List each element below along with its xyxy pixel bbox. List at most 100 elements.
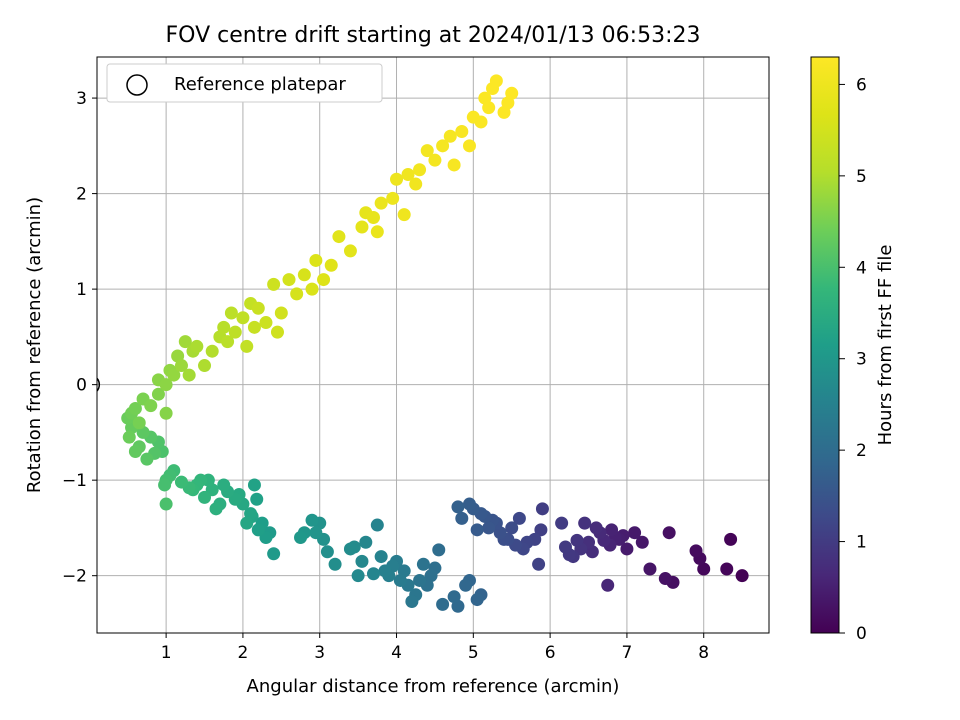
data-point [297,268,311,282]
data-point [601,578,615,592]
data-point [558,540,572,554]
data-point [401,167,415,181]
y-axis-label: Rotation from reference (arcmin) [24,197,45,493]
data-point [462,497,476,511]
chart-title: FOV centre drift starting at 2024/01/13 … [166,23,701,48]
data-point [555,516,569,530]
data-point [359,535,373,549]
data-point [332,230,346,244]
data-point [643,562,657,576]
data-point [159,406,173,420]
data-point [436,597,450,611]
data-point [658,572,672,586]
data-point [259,316,273,330]
x-axis-label: Angular distance from reference (arcmin) [247,676,620,697]
data-point [570,533,584,547]
data-point [174,359,188,373]
data-point [532,557,546,571]
data-point [274,306,288,320]
data-point [270,325,284,339]
colorbar-tick-label: 4 [856,258,867,278]
data-point [374,550,388,564]
colorbar-tick-label: 5 [856,167,867,187]
data-point [370,225,384,239]
data-point [294,530,308,544]
data-point [447,158,461,172]
data-point [512,511,526,525]
data-point [535,502,549,516]
data-point [140,452,154,466]
legend-label: Reference platepar [174,74,346,95]
colorbar-tick-label: 3 [856,350,867,370]
data-point [198,359,212,373]
data-point [251,301,265,315]
data-point [305,282,319,296]
data-point [305,513,319,527]
data-points [97,74,749,613]
reference-platepar-marker [97,377,101,393]
data-point [343,542,357,556]
data-point [355,554,369,568]
x-tick-label: 6 [545,643,556,663]
data-point [443,129,457,143]
data-point [455,125,469,139]
data-point [159,497,173,511]
colorbar-ticks: 0 1 2 3 4 5 6 [839,75,867,644]
data-point [428,153,442,167]
data-point [320,545,334,559]
data-point [720,562,734,576]
data-point [159,378,173,392]
data-point [628,526,642,540]
data-point [144,399,158,413]
data-point [620,542,634,556]
data-point [724,532,738,546]
data-point [436,139,450,153]
data-point [355,220,369,234]
colorbar-tick-label: 0 [856,624,867,644]
data-point [351,569,365,583]
data-point [128,402,142,416]
data-point [386,191,400,205]
data-point [217,320,231,334]
data-point [282,273,296,287]
data-point [366,567,380,581]
data-point [413,573,427,587]
data-point [309,253,323,267]
plot-frame [96,56,770,634]
data-point [534,523,548,537]
y-tick-label: 2 [76,185,87,205]
data-point [470,593,484,607]
x-tick-label: 3 [314,643,325,663]
data-point [251,523,265,537]
data-point [432,543,446,557]
data-point [416,557,430,571]
x-tick-label: 8 [698,643,709,663]
legend-box [106,63,383,103]
y-tick-label: 1 [76,280,87,300]
data-point [459,578,473,592]
data-point [290,287,304,301]
data-point [217,478,231,492]
data-point [505,521,519,535]
data-point [455,511,469,525]
colorbar-label: Hours from first FF file [875,245,896,446]
data-point [397,208,411,222]
data-point [267,277,281,291]
colorbar [810,56,840,634]
data-point [182,368,196,382]
data-point [343,244,357,258]
legend: Reference platepar [106,63,383,103]
data-point [366,210,380,224]
data-point [190,339,204,353]
legend-open-circle-marker [126,74,148,96]
data-point [589,521,603,535]
data-point [420,144,434,158]
data-point [470,523,484,537]
data-point [578,516,592,530]
data-point [122,430,136,444]
x-tick-label: 4 [391,643,402,663]
data-point [635,535,649,549]
axes: 1 2 3 4 5 6 7 8 −2 −1 0 1 2 3 [62,56,770,663]
data-point [482,521,496,535]
